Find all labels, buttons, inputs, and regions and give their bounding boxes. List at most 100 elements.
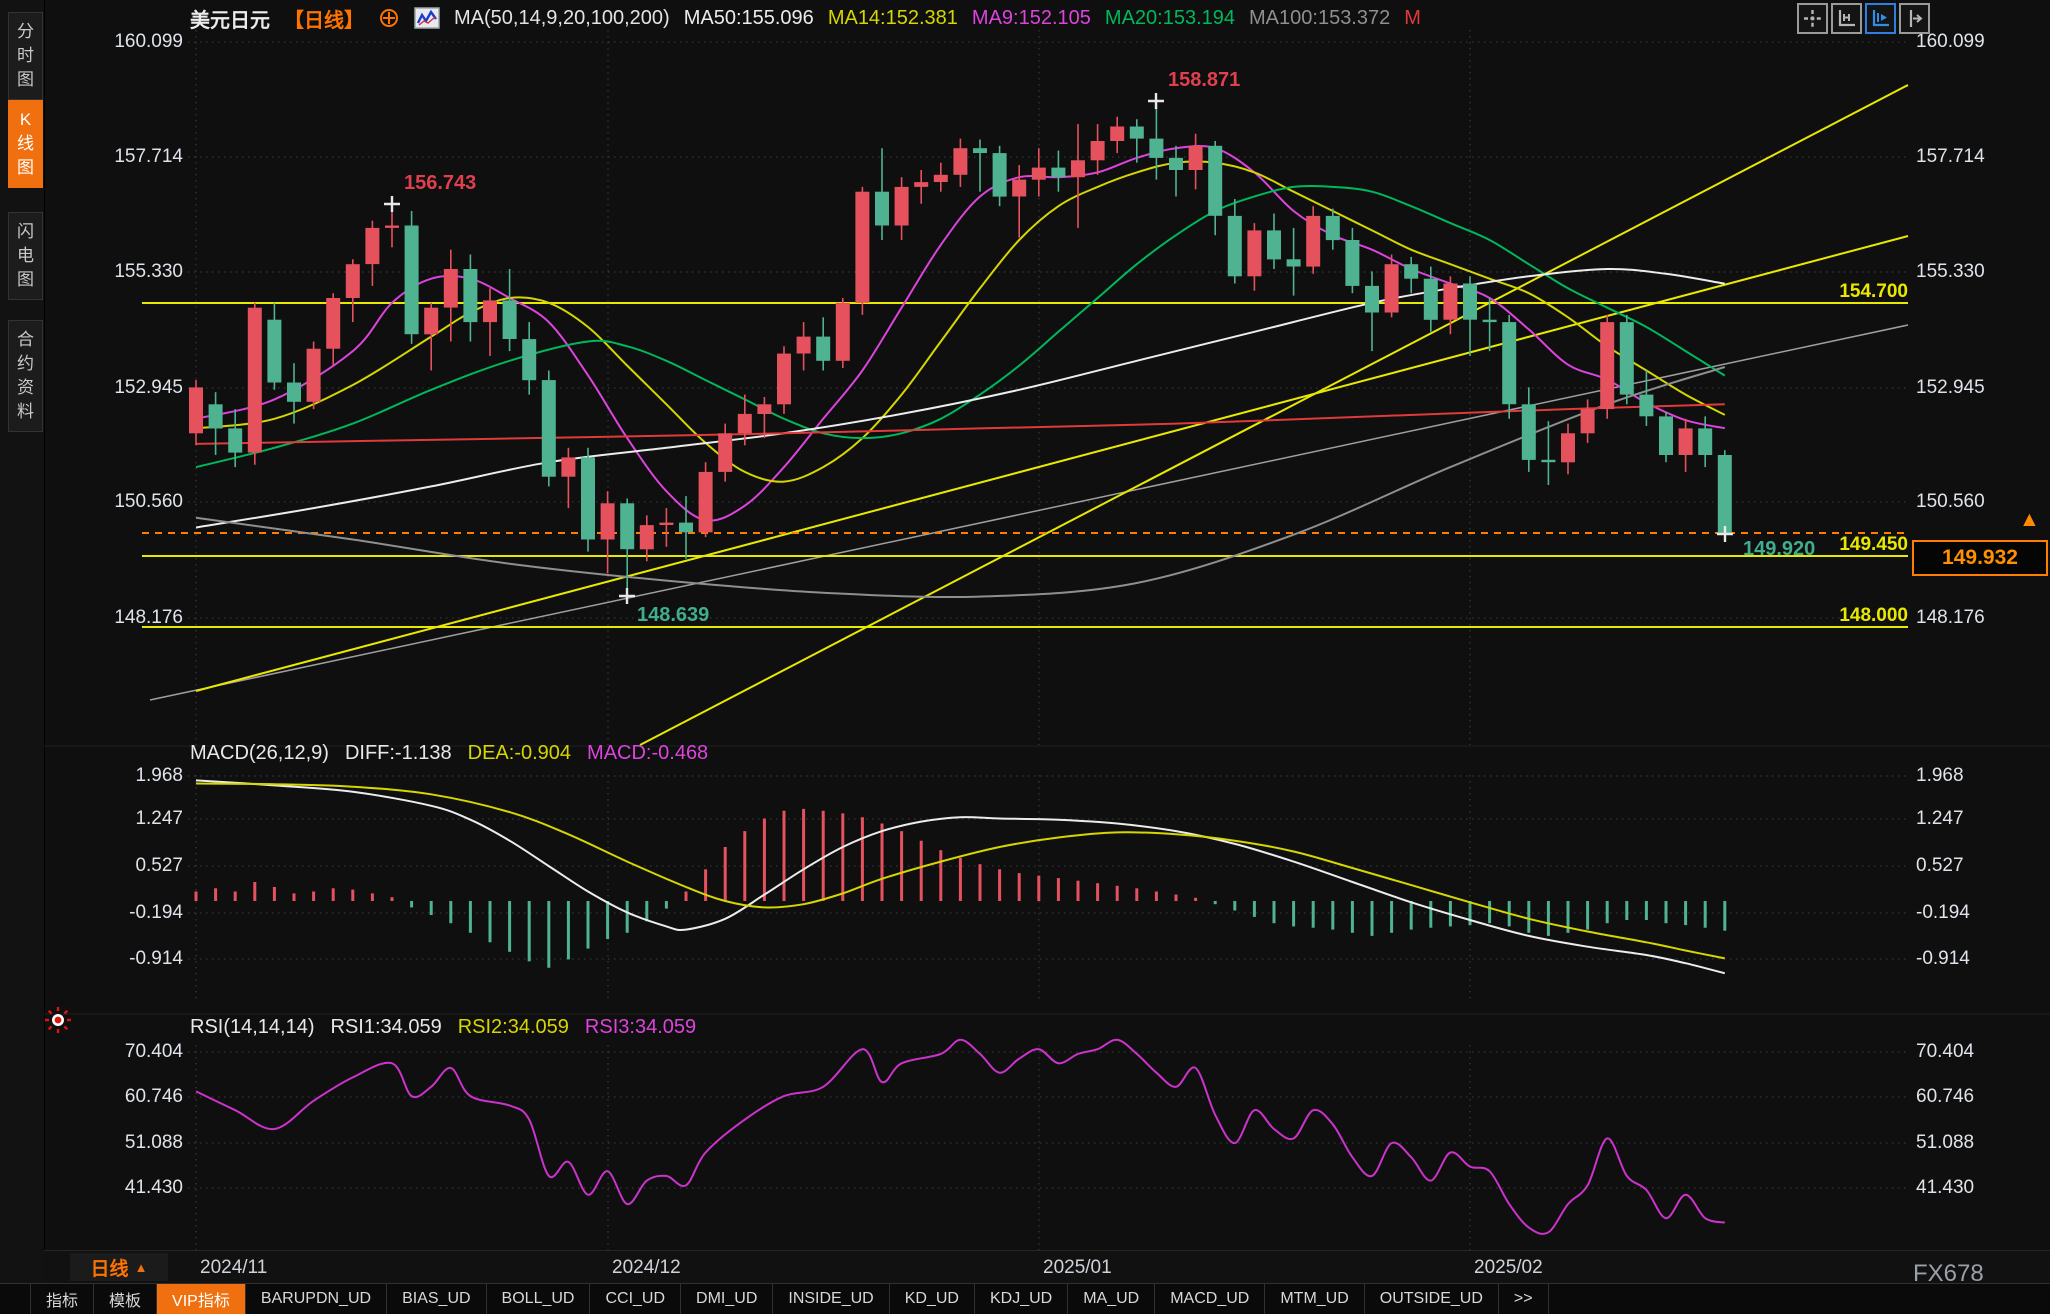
tab-kdj-ud[interactable]: KDJ_UD [975, 1284, 1069, 1314]
y-axis-tick: 150.560 [114, 491, 183, 512]
period-label: 日线 [90, 1258, 129, 1280]
macd-labels-item-1: DIFF:-1.138 [344, 742, 452, 764]
rsi-labels-item-3: RSI3:34.059 [584, 1016, 697, 1038]
sidebar-item-3[interactable]: 合约资料 [8, 320, 43, 432]
legend-item-3: MA20:153.194 [1104, 6, 1236, 29]
period-tag: 【日线】 [284, 9, 364, 32]
level-label-1: 149.450 [1839, 534, 1908, 555]
price-annotation-3: 149.920 [1743, 538, 1816, 560]
pan-crosshair-icon[interactable] [1797, 3, 1828, 34]
y-axis-tick: 160.099 [1916, 31, 1985, 52]
tab-mtm-ud[interactable]: MTM_UD [1265, 1284, 1365, 1314]
y-axis-tick: 152.945 [114, 377, 183, 398]
auto-scroll-icon[interactable] [1865, 3, 1896, 34]
y-axis-tick: 41.430 [1916, 1177, 1975, 1198]
tab-outside-ud[interactable]: OUTSIDE_UD [1365, 1284, 1499, 1314]
legend-item-2: MA9:152.105 [971, 6, 1091, 29]
y-axis-tick: 152.945 [1916, 377, 1985, 398]
bottom-tabbar: 指标 模板 VIP指标 BARUPDN_UD BIAS_UD BOLL_UD CCI_UD D… [0, 1283, 2050, 1314]
y-axis-tick: 157.714 [1916, 146, 1985, 167]
y-axis-tick: 0.527 [135, 855, 183, 876]
price-annotation-0: 156.743 [404, 172, 477, 194]
y-axis-tick: 157.714 [114, 146, 183, 167]
current-price-box: 149.932 [1912, 540, 2048, 576]
price-annotation-2: 148.639 [637, 604, 710, 626]
chart-toolbar [1797, 3, 1930, 34]
y-axis-tick: 1.968 [1916, 765, 1964, 786]
legend-bar: 美元日元 【日线】 MA(50,14,9,20,100,200) MA50:15… [190, 5, 1421, 32]
tab-macd-ud[interactable]: MACD_UD [1155, 1284, 1266, 1314]
level-label-0: 154.700 [1839, 281, 1908, 302]
tab--[interactable]: >> [1499, 1284, 1549, 1314]
ma-group-label: MA(50,14,9,20,100,200) [454, 6, 670, 29]
tab-dmi-ud[interactable]: DMI_UD [681, 1284, 774, 1314]
timeline-row: 日线 ▲ 2024/11 2024/12 2025/01 2025/02 [44, 1250, 2050, 1284]
sidebar-item-0[interactable]: 分时图 [8, 12, 43, 100]
symbol-title: 美元日元 [190, 9, 270, 32]
y-axis-tick: 1.247 [135, 808, 183, 829]
y-axis-tick: -0.914 [129, 948, 183, 969]
y-axis-tick: 1.247 [1916, 808, 1964, 829]
tab-cci-ud[interactable]: CCI_UD [590, 1284, 682, 1314]
y-axis-tick: -0.194 [129, 902, 183, 923]
y-axis-tick: 155.330 [114, 261, 183, 282]
macd-labels-item-2: DEA:-0.904 [467, 742, 572, 764]
y-axis-tick: 51.088 [124, 1132, 183, 1153]
sidebar-item-2[interactable]: 闪电图 [8, 212, 43, 300]
y-axis-tick: -0.914 [1916, 948, 1970, 969]
x-axis-tick: 2025/02 [1474, 1257, 1543, 1278]
period-arrow-icon: ▲ [134, 1259, 148, 1275]
y-axis-tick: 160.099 [114, 31, 183, 52]
macd-labels-item-3: MACD:-0.468 [587, 742, 709, 764]
tab-指标[interactable]: 指标 [30, 1284, 95, 1314]
y-axis-tick: 155.330 [1916, 261, 1985, 282]
live-marker-icon [44, 1006, 72, 1034]
rsi-legend: RSI(14,14,14) RSI1:34.059 RSI2:34.059 RSI3:… [190, 1016, 696, 1039]
y-axis-tick: 41.430 [124, 1177, 183, 1198]
rsi-labels-item-1: RSI1:34.059 [330, 1016, 442, 1038]
level-label-2: 148.000 [1839, 605, 1908, 626]
rsi-labels-item-0: RSI(14,14,14) [190, 1016, 315, 1038]
x-axis-tick: 2024/12 [612, 1257, 681, 1278]
macd-labels-item-0: MACD(26,12,9) [190, 742, 329, 764]
scroll-to-latest-icon[interactable]: ▲ [2019, 508, 2040, 531]
macd-legend: MACD(26,12,9) DIFF:-1.138 DEA:-0.904 MACD:-… [190, 742, 708, 765]
tab-模板[interactable]: 模板 [94, 1284, 158, 1314]
shift-axis-icon[interactable] [1899, 3, 1930, 34]
tab-boll-ud[interactable]: BOLL_UD [487, 1284, 591, 1314]
x-axis-tick: 2024/11 [200, 1257, 268, 1278]
price-annotation-1: 158.871 [1168, 69, 1241, 91]
tab-inside-ud[interactable]: INSIDE_UD [773, 1284, 890, 1314]
y-axis-tick: 51.088 [1916, 1132, 1975, 1153]
y-axis-tick: 148.176 [1916, 607, 1985, 628]
y-axis-tick: 148.176 [114, 607, 183, 628]
y-axis-tick: 70.404 [124, 1041, 183, 1062]
x-axis-tick: 2025/01 [1043, 1257, 1112, 1278]
rsi-labels-item-2: RSI2:34.059 [457, 1016, 569, 1038]
legend-item-0: MA50:155.096 [683, 6, 814, 29]
tab-bias-ud[interactable]: BIAS_UD [387, 1284, 487, 1314]
y-axis-tick: 150.560 [1916, 491, 1985, 512]
y-axis-tick: 1.968 [135, 765, 183, 786]
tab-kd-ud[interactable]: KD_UD [890, 1284, 975, 1314]
legend-item-1: MA14:152.381 [827, 6, 958, 29]
y-axis-tick: 60.746 [124, 1086, 183, 1107]
tab-vip指标[interactable]: VIP指标 [157, 1284, 246, 1314]
y-axis-tick: 0.527 [1916, 855, 1964, 876]
legend-item-5: M [1404, 6, 1421, 29]
period-selector[interactable]: 日线 ▲ [70, 1253, 168, 1281]
mini-chart-icon[interactable] [414, 7, 440, 29]
watermark: FX678 [1913, 1260, 1984, 1287]
legend-item-4: MA100:153.372 [1249, 6, 1391, 29]
y-axis-tick: -0.194 [1916, 902, 1970, 923]
tab-barupdn-ud[interactable]: BARUPDN_UD [246, 1284, 388, 1314]
target-icon[interactable] [378, 7, 400, 29]
axis-scale-h-icon[interactable] [1831, 3, 1862, 34]
tab-ma-ud[interactable]: MA_UD [1068, 1284, 1156, 1314]
y-axis-tick: 70.404 [1916, 1041, 1975, 1062]
y-axis-tick: 60.746 [1916, 1086, 1975, 1107]
